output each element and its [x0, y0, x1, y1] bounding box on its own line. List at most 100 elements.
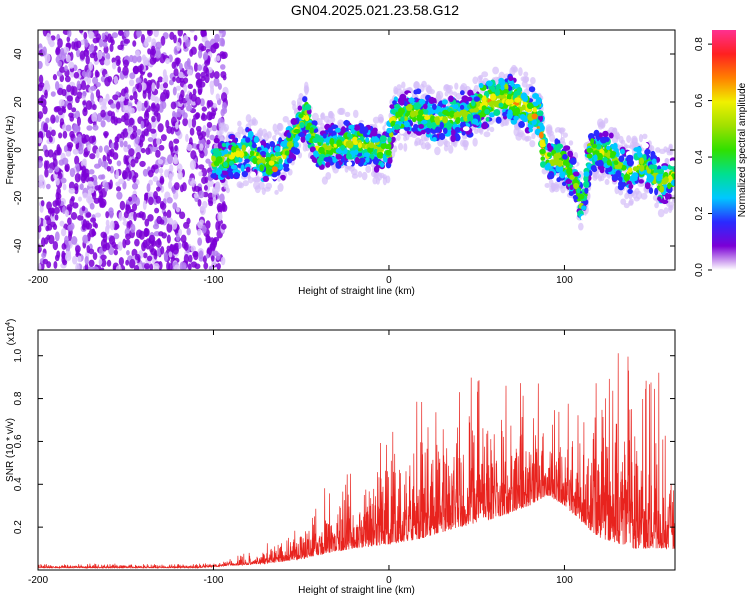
noise-cell	[105, 211, 110, 219]
ridge-cell	[532, 107, 538, 113]
ridge-cell	[555, 143, 564, 150]
noise-cell	[89, 52, 96, 59]
ridge-cell	[452, 103, 459, 110]
noise-cell	[72, 123, 79, 133]
noise-cell	[177, 171, 183, 180]
ridge-cell	[619, 148, 625, 155]
noise-cell	[134, 238, 140, 247]
noise-cell	[93, 45, 98, 51]
noise-cell	[188, 137, 193, 146]
halo-cell	[611, 134, 619, 144]
noise-cell	[205, 158, 211, 164]
noise-cell	[186, 69, 193, 76]
noise-cell	[180, 234, 187, 244]
ridge-cell	[215, 156, 223, 164]
ridge-cell	[605, 145, 611, 150]
ridge-cell	[586, 147, 594, 154]
noise-cell	[98, 145, 103, 153]
ridge-cell	[340, 145, 346, 151]
halo-cell	[492, 66, 500, 75]
noise-cell	[44, 168, 49, 178]
halo-cell	[266, 131, 272, 139]
noise-cell	[211, 124, 218, 132]
noise-cell	[50, 91, 56, 97]
noise-cell	[111, 61, 117, 70]
ridge-cell	[215, 168, 223, 176]
ridge-cell	[584, 187, 589, 194]
noise-cell	[146, 122, 152, 132]
ridge-cell	[591, 143, 598, 149]
noise-cell	[93, 197, 100, 204]
noise-cell	[38, 60, 43, 70]
noise-cell	[173, 182, 180, 191]
noise-cell	[108, 158, 113, 165]
noise-cell	[118, 211, 123, 222]
ridge-cell	[568, 191, 574, 197]
noise-cell	[201, 224, 207, 234]
noise-cell	[80, 173, 87, 184]
ridge-cell	[519, 113, 526, 121]
ridge-cell	[353, 124, 361, 131]
halo-cell	[599, 175, 605, 182]
ridge-cell	[441, 99, 448, 105]
ridge-cell	[420, 119, 428, 125]
noise-cell	[53, 206, 60, 215]
noise-cell	[75, 245, 81, 253]
ridge-cell	[415, 88, 422, 95]
halo-cell	[638, 134, 643, 143]
noise-cell	[207, 99, 214, 108]
ridge-cell	[306, 133, 312, 139]
noise-cell	[38, 263, 42, 270]
noise-cell	[82, 234, 89, 244]
noise-cell	[86, 195, 93, 204]
ridge-cell	[370, 129, 378, 137]
noise-cell	[122, 66, 129, 76]
halo-cell	[578, 222, 584, 231]
noise-cell	[152, 223, 160, 230]
noise-cell	[179, 211, 186, 220]
noise-cell	[179, 184, 184, 193]
noise-cell	[128, 147, 135, 157]
noise-cell	[196, 228, 202, 236]
ridge-cell	[502, 112, 507, 117]
ridge-cell	[233, 172, 240, 179]
noise-cell	[115, 181, 121, 187]
noise-cell	[200, 71, 206, 78]
noise-cell	[71, 86, 78, 96]
ridge-cell	[558, 165, 564, 173]
noise-cell	[193, 62, 199, 72]
noise-cell	[65, 150, 72, 157]
noise-cell	[159, 200, 165, 209]
noise-cell	[111, 57, 116, 64]
noise-cell	[106, 259, 112, 267]
noise-cell	[140, 120, 145, 130]
noise-cell	[93, 180, 98, 186]
noise-cell	[92, 103, 97, 111]
ridge-cell	[230, 134, 236, 140]
noise-cell	[63, 145, 68, 153]
y-tick-label: 40	[13, 48, 24, 60]
noise-cell	[84, 39, 89, 48]
ridge-cell	[228, 154, 235, 160]
noise-cell	[88, 61, 94, 71]
noise-cell	[116, 191, 123, 200]
noise-cell	[147, 30, 152, 35]
noise-cell	[160, 134, 167, 142]
noise-cell	[221, 51, 228, 59]
colorbar-tick-label: 0.0	[694, 263, 705, 277]
noise-cell	[69, 71, 75, 78]
ridge-cell	[587, 133, 595, 140]
noise-cell	[133, 264, 140, 270]
noise-cell	[190, 245, 196, 253]
ridge-cell	[639, 164, 645, 172]
ridge-cell	[357, 142, 362, 149]
ridge-cell	[528, 86, 536, 93]
ridge-cell	[255, 141, 262, 148]
noise-cell	[66, 204, 73, 212]
ridge-cell	[435, 126, 441, 133]
ridge-cell	[667, 182, 672, 190]
ridge-cell	[389, 104, 395, 109]
noise-cell	[100, 109, 106, 118]
noise-cell	[112, 152, 119, 160]
noise-cell	[198, 250, 204, 260]
